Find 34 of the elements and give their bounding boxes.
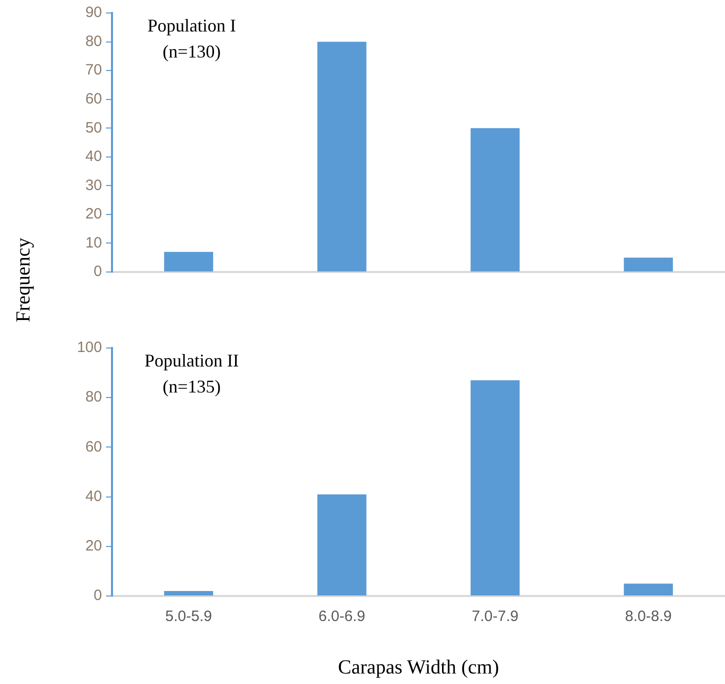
y-tick-label: 80: [85, 388, 102, 406]
x-tick-label: 8.0-8.9: [625, 608, 672, 626]
y-tick-label: 10: [85, 234, 102, 252]
annotation: Population I: [147, 16, 236, 36]
y-tick-label: 100: [76, 339, 102, 356]
bar: [317, 494, 366, 596]
bar: [164, 591, 214, 596]
y-tick-label: 40: [85, 488, 102, 505]
annotation: (n=135): [162, 376, 221, 397]
x-axis-title: Carapas Width (cm): [338, 656, 499, 678]
x-tick-label: 7.0-7.9: [472, 608, 518, 626]
y-tick-label: 0: [94, 263, 102, 280]
y-tick-label: 30: [85, 176, 102, 194]
y-tick-label: 90: [85, 4, 102, 22]
y-tick-label: 80: [85, 32, 102, 50]
y-tick-label: 70: [85, 62, 102, 79]
bar: [317, 42, 366, 272]
annotation: Population II: [144, 350, 239, 371]
bar: [624, 584, 673, 596]
x-tick-label: 5.0-5.9: [165, 608, 212, 626]
y-axis-title: Frequency: [12, 238, 36, 322]
y-tick-label: 60: [85, 438, 102, 456]
y-tick-label: 20: [85, 538, 102, 555]
y-tick-label: 50: [85, 119, 102, 136]
bar: [624, 258, 673, 272]
bar: [470, 380, 520, 596]
y-tick-label: 60: [85, 90, 102, 108]
y-tick-label: 40: [85, 148, 102, 166]
bar: [164, 252, 214, 272]
bar: [470, 128, 520, 272]
x-tick-label: 6.0-6.9: [318, 608, 366, 626]
annotation: (n=130): [162, 42, 221, 62]
y-tick-label: 20: [85, 206, 102, 223]
y-tick-label: 0: [94, 587, 102, 604]
